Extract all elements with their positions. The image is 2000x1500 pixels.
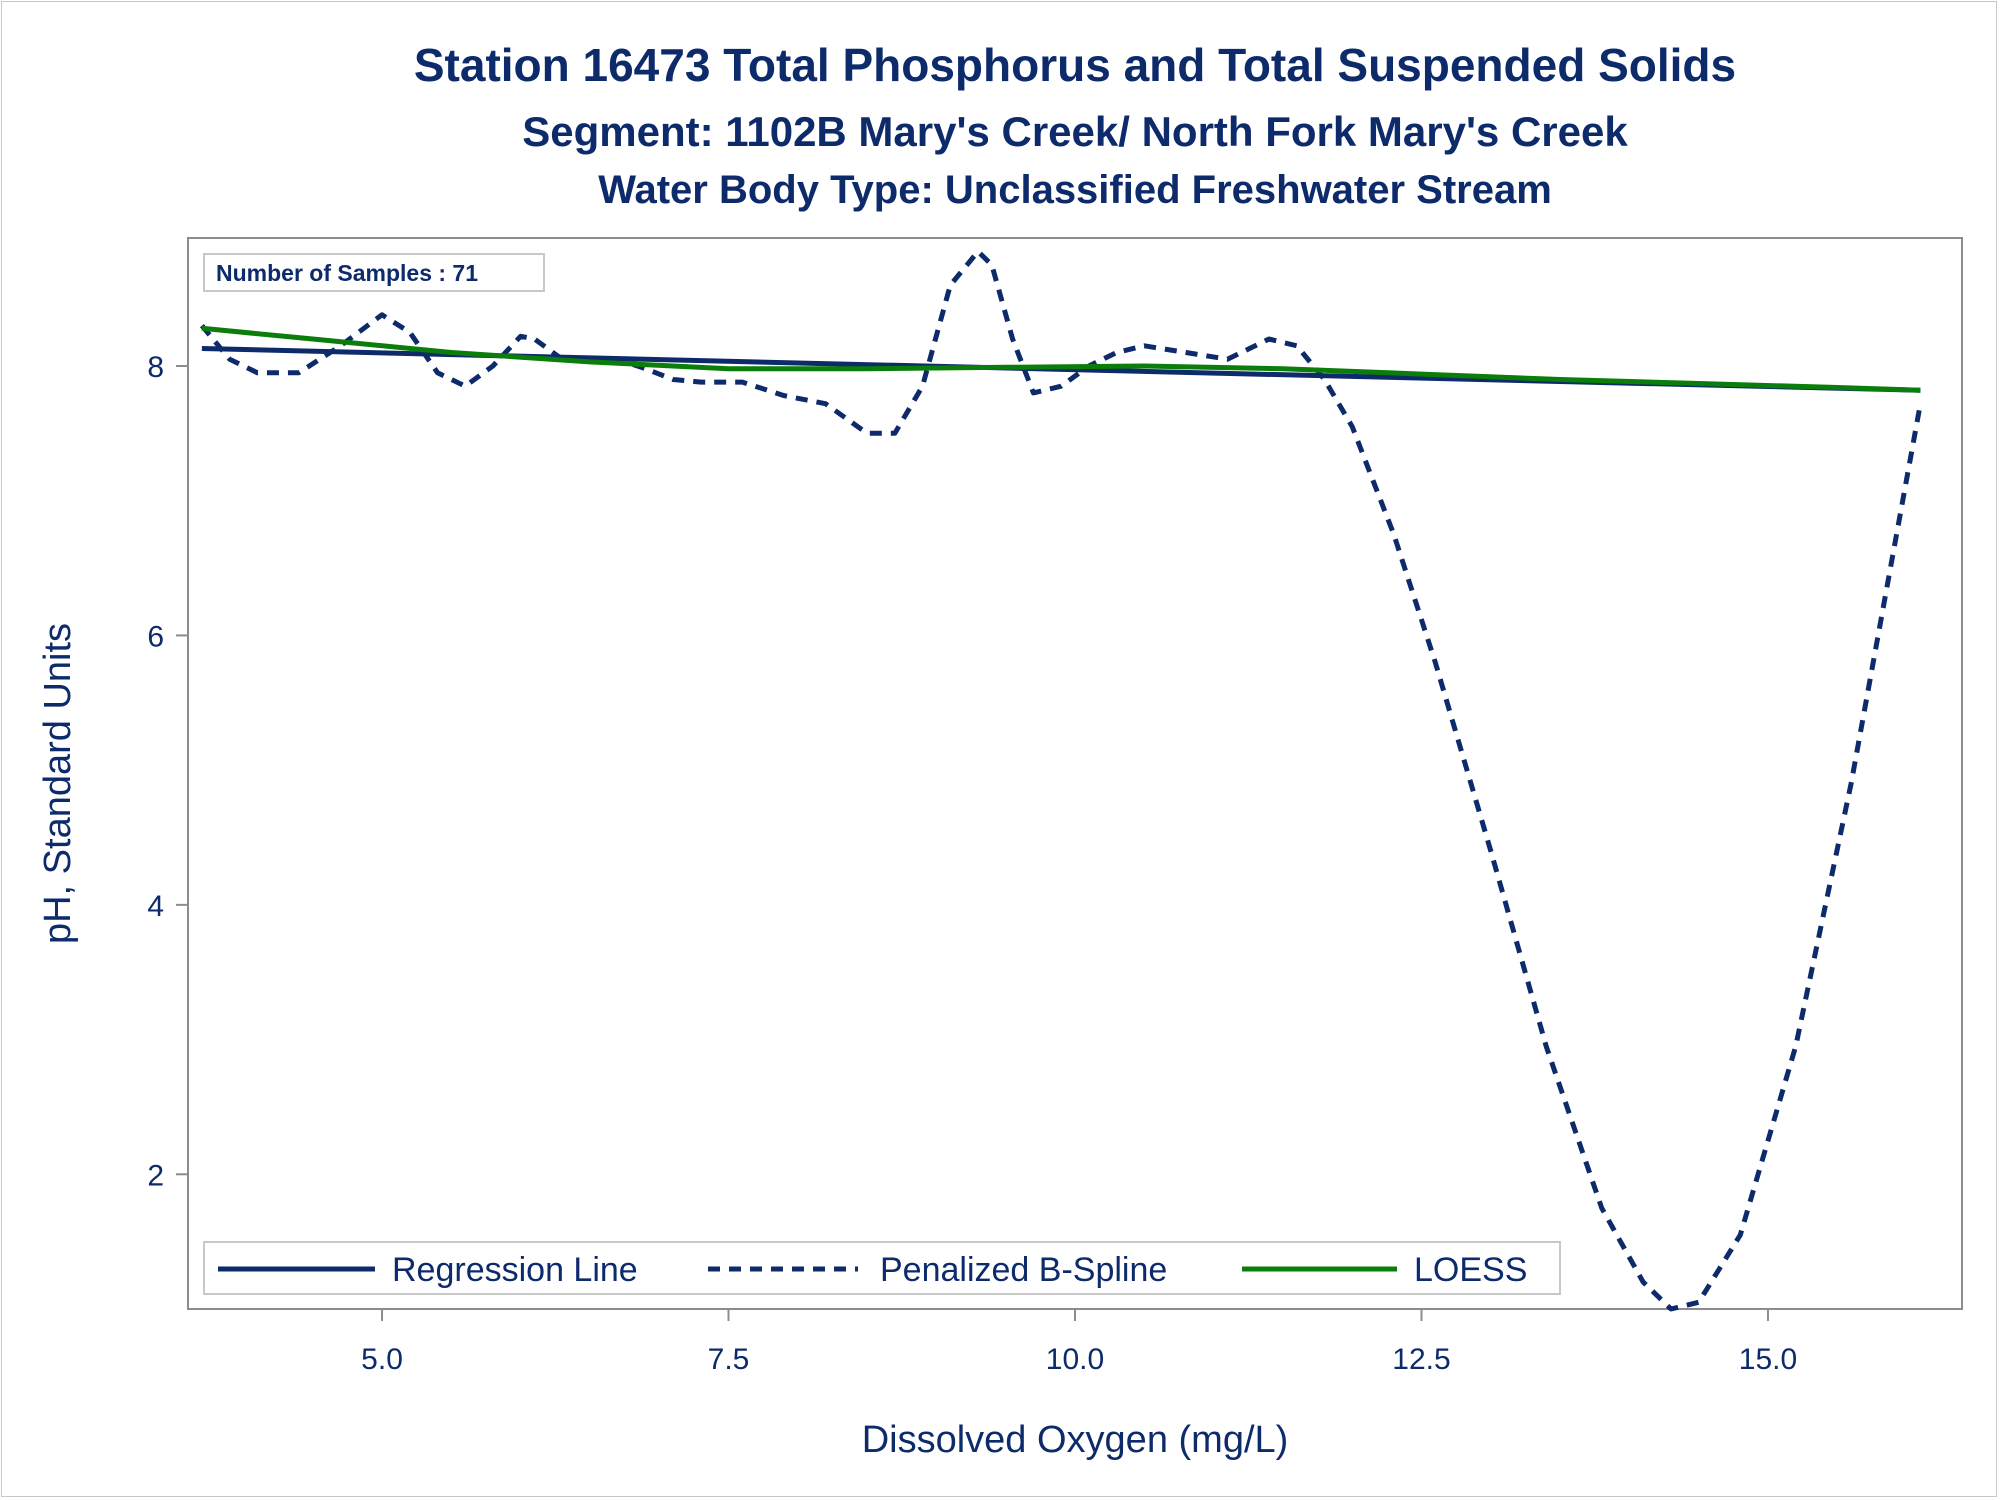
plot-area bbox=[187, 237, 1963, 1310]
legend-label-spline: Penalized B-Spline bbox=[880, 1251, 1167, 1289]
series-line-spline bbox=[199, 249, 1923, 1312]
x-tick-label: 7.5 bbox=[708, 1343, 750, 1376]
x-tick-label: 5.0 bbox=[361, 1343, 403, 1376]
y-tick-label: 8 bbox=[147, 351, 164, 384]
sample-count-label: Number of Samples : 71 bbox=[216, 260, 478, 286]
chart-title: Station 16473 Total Phosphorus and Total… bbox=[413, 39, 1737, 91]
x-tick-label: 12.5 bbox=[1392, 1343, 1450, 1376]
series-line-loess bbox=[201, 325, 1921, 393]
x-tick-label: 15.0 bbox=[1739, 1343, 1797, 1376]
y-tick-label: 2 bbox=[147, 1159, 164, 1192]
chart-subtitle-segment: Segment: 1102B Mary's Creek/ North Fork … bbox=[522, 108, 1628, 155]
x-axis-title: Dissolved Oxygen (mg/L) bbox=[862, 1419, 1289, 1461]
legend: Regression Line Penalized B-Spline LOESS bbox=[203, 1241, 1561, 1295]
y-axis-title: pH, Standard Units bbox=[37, 623, 79, 944]
axes-layer: 5.0 7.5 10.0 12.5 15.0 2 4 6 8 bbox=[147, 351, 1797, 1376]
y-tick-label: 6 bbox=[147, 620, 164, 653]
legend-label-loess: LOESS bbox=[1414, 1251, 1527, 1289]
legend-label-regression: Regression Line bbox=[392, 1251, 638, 1289]
sample-count-box: Number of Samples : 71 bbox=[203, 253, 545, 292]
series-layer bbox=[199, 249, 1923, 1312]
y-tick-label: 4 bbox=[147, 890, 164, 923]
x-tick-label: 10.0 bbox=[1046, 1343, 1104, 1376]
chart-subtitle-waterbody: Water Body Type: Unclassified Freshwater… bbox=[598, 168, 1552, 212]
